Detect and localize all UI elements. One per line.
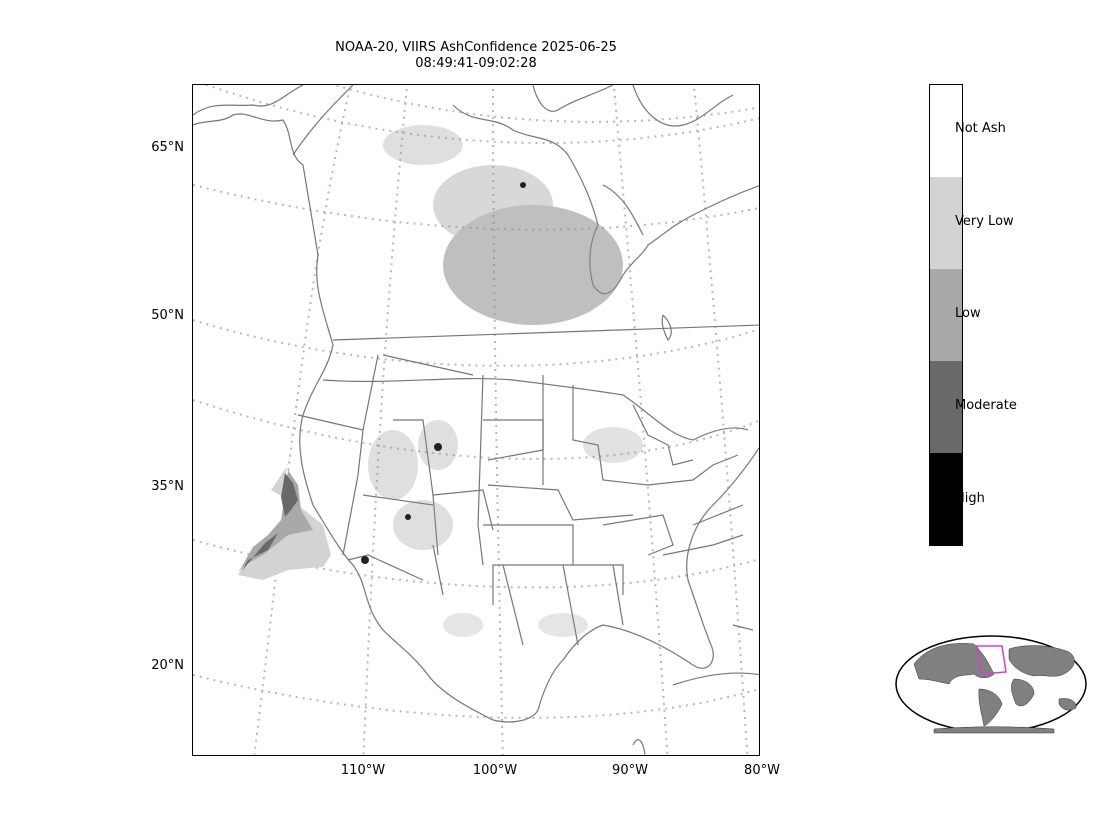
caribbean-islands [632, 624, 759, 755]
lat-label-20: 20°N [151, 658, 184, 673]
colorbar-label-low: Low [955, 306, 981, 321]
lon-label-90w: 90°W [612, 763, 648, 778]
map-canvas [193, 85, 759, 755]
ash-speckle-clusters [368, 125, 643, 637]
map-title: NOAA-20, VIIRS AshConfidence 2025-06-25 … [276, 40, 676, 72]
lon-label-110w: 110°W [340, 763, 386, 778]
colorbar-label-high: High [955, 491, 985, 506]
lon-label-100w: 100°W [472, 763, 518, 778]
lat-label-50: 50°N [151, 308, 184, 323]
title-line-1: NOAA-20, VIIRS AshConfidence 2025-06-25 [335, 40, 617, 55]
inset-canvas [895, 635, 1087, 734]
colorbar-segment-moderate [930, 361, 962, 453]
coastlines [193, 85, 759, 723]
colorbar-segment-very-low [930, 177, 962, 269]
lat-label-65: 65°N [151, 140, 184, 155]
lat-label-35: 35°N [151, 479, 184, 494]
inset-continents [913, 643, 1077, 734]
colorbar-label-moderate: Moderate [955, 398, 1017, 413]
colorbar-label-very-low: Very Low [955, 214, 1014, 229]
main-map[interactable] [192, 84, 760, 756]
inset-extent-box [976, 645, 1007, 675]
ash-dark-spots [361, 182, 526, 564]
lon-label-80w: 80°W [744, 763, 780, 778]
title-line-2: 08:49:41-09:02:28 [415, 56, 537, 71]
colorbar-segment-high [930, 453, 962, 545]
colorbar-segment-low [930, 269, 962, 361]
ash-plume-pacific [238, 440, 331, 580]
colorbar-segment-not-ash [930, 85, 962, 177]
inset-world-map [894, 634, 1088, 734]
colorbar [929, 84, 963, 546]
colorbar-label-not-ash: Not Ash [955, 121, 1006, 136]
